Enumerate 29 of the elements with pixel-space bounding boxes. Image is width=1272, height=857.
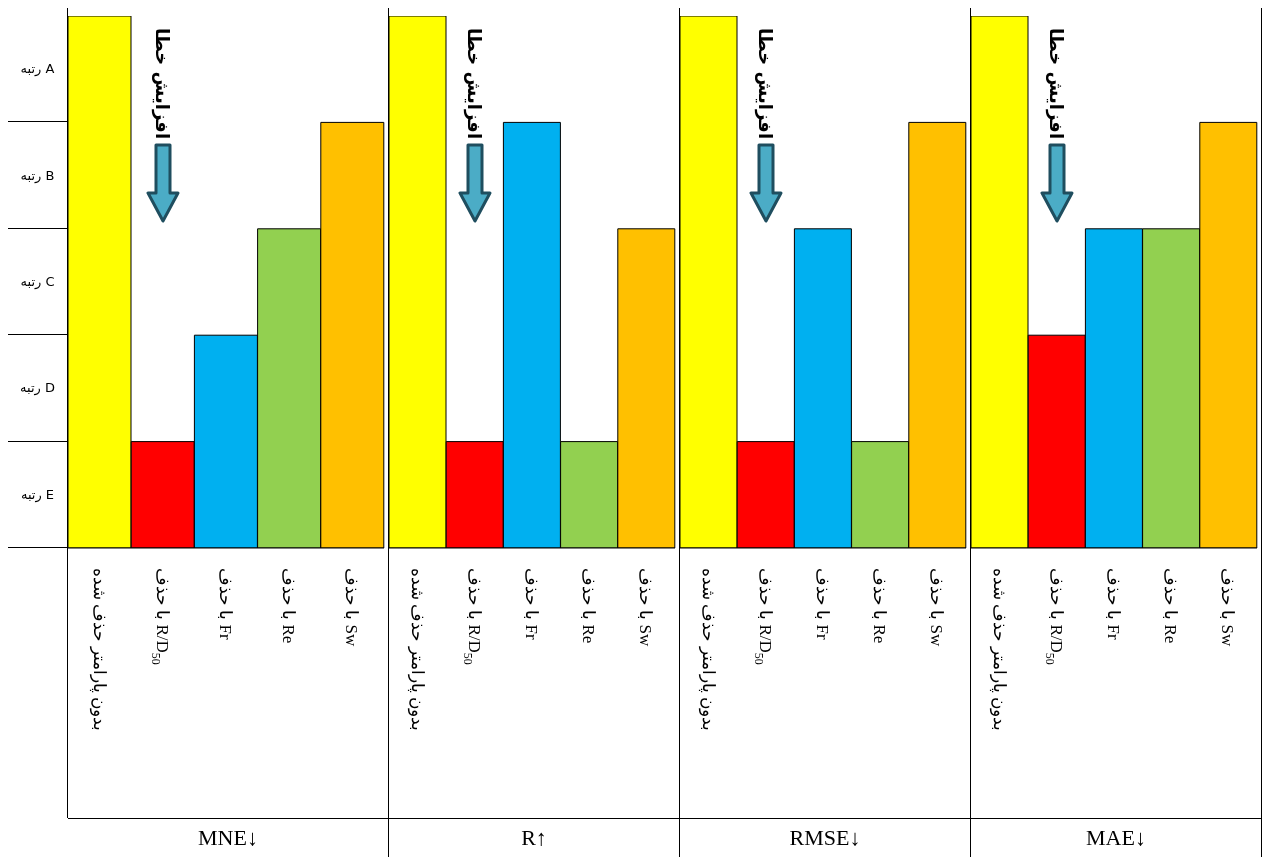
x-tick-label: با حذف Re <box>1161 568 1181 644</box>
text: MAE↓ <box>971 818 1261 857</box>
text: MNE↓ <box>68 818 388 857</box>
annotation: افزایش خطا <box>152 28 174 140</box>
text: RMSE↓ <box>680 818 970 857</box>
x-tick-label: بدون پارامتر حذف شده <box>89 568 110 731</box>
text: رتبه E <box>8 441 67 548</box>
x-tick-label: با حذف Sw <box>636 568 656 647</box>
x-tick-label: با حذف Fr <box>216 568 236 640</box>
x-tick-label: بدون پارامتر حذف شده <box>989 568 1010 731</box>
x-tick-label: با حذف Fr <box>1104 568 1124 640</box>
annotation: افزایش خطا <box>755 28 777 140</box>
text: رتبه D <box>8 335 67 442</box>
x-tick-label: با حذف Re <box>870 568 890 644</box>
x-tick-label: با حذف Fr <box>522 568 542 640</box>
x-tick-label: با حذف Re <box>579 568 599 644</box>
text: رتبه C <box>8 228 67 336</box>
x-tick-label: با حذف Re <box>279 568 299 644</box>
annotation: افزایش خطا <box>464 28 486 140</box>
x-tick-label: با حذف Sw <box>1218 568 1238 647</box>
x-tick-label: با حذف Sw <box>342 568 362 647</box>
x-tick-label: بدون پارامتر حذف شده <box>698 568 719 731</box>
x-tick-label: با حذف Sw <box>927 568 947 647</box>
text: رتبه A <box>8 16 67 123</box>
x-tick-label: با حذف Fr <box>813 568 833 640</box>
text: R↑ <box>389 818 679 857</box>
x-tick-label: بدون پارامتر حذف شده <box>407 568 428 731</box>
text: رتبه B <box>8 122 67 229</box>
annotation: افزایش خطا <box>1046 28 1068 140</box>
